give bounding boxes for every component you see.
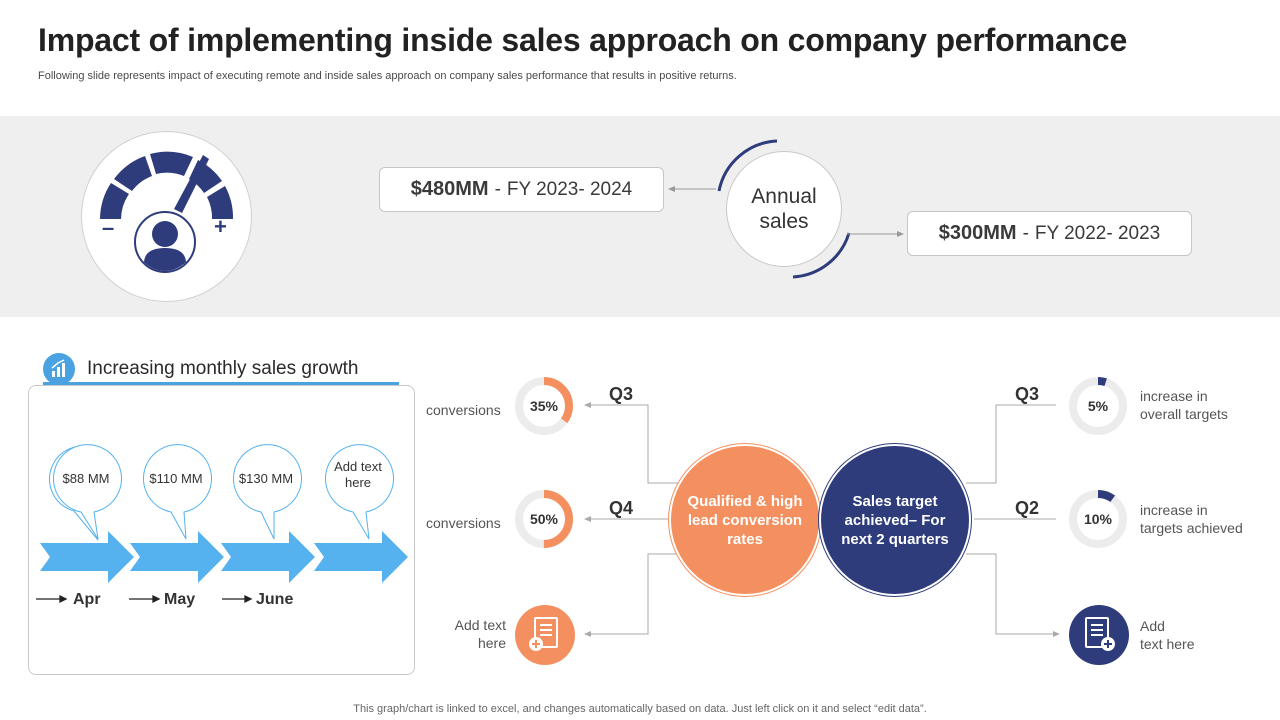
fy-2023-2024-amount: $480MM: [410, 178, 489, 200]
fy-2023-2024-separator: -: [494, 178, 501, 200]
gauge-user-icon: [100, 151, 234, 273]
right-q2-label-line2: targets achieved: [1140, 520, 1243, 536]
annual-sales-circle: Annual sales: [726, 151, 842, 267]
month-arrows: [36, 594, 253, 604]
ring-q3-5pct: [1069, 377, 1127, 435]
fy-2022-2023-box: $300MM - FY 2022- 2023: [907, 211, 1192, 256]
document-add-icon: [515, 605, 575, 665]
page-title: Impact of implementing inside sales appr…: [38, 22, 1128, 58]
bubble-apr-value: $88 MM: [62, 471, 110, 486]
left-q4-label: conversions: [426, 515, 501, 531]
left-add-text: Add text here: [454, 617, 506, 651]
lead-conversion-text: Qualified & high lead conversion rates: [687, 492, 803, 548]
gauge-plus-sign: +: [214, 214, 227, 239]
sales-target-circle: Sales target achieved– For next 2 quarte…: [821, 446, 969, 594]
growth-title: Increasing monthly sales growth: [87, 358, 359, 379]
right-q3-label-line1: increase in: [1140, 388, 1208, 404]
value-bubbles: [53, 444, 394, 540]
ring-q3-35pct: [515, 377, 573, 435]
ring-q2-10pct: [1069, 490, 1127, 548]
right-q3-label-line2: overall targets: [1140, 406, 1228, 422]
month-june: June: [256, 591, 294, 608]
fy-2023-2024-box: $480MM - FY 2023- 2024: [379, 167, 664, 212]
annual-sales-label: Annual sales: [751, 185, 817, 233]
gauge-minus-sign: –: [102, 215, 115, 240]
right-add-text: Add text here: [1140, 617, 1194, 653]
page-subtitle: Following slide represents impact of exe…: [38, 70, 737, 82]
right-q2-label-line1: increase in: [1140, 502, 1208, 518]
fy-2023-2024-year: FY 2023- 2024: [506, 178, 633, 200]
fy-2022-2023-amount: $300MM: [938, 222, 1017, 244]
right-q3-quarter: Q3: [1015, 384, 1040, 404]
fy-2022-2023-separator: -: [1022, 222, 1029, 244]
bubble-june-value: $130 MM: [238, 471, 294, 486]
ring-q4-50pct: [515, 490, 573, 548]
right-q2-label: increase in targets achieved: [1140, 501, 1243, 537]
growth-arrows: [40, 445, 408, 583]
right-add-text-line1: Add: [1140, 618, 1165, 634]
sales-target-text: Sales target achieved– For next 2 quarte…: [841, 492, 949, 548]
right-add-text-line2: text here: [1140, 636, 1195, 652]
ring-q4-value: 50%: [529, 511, 559, 527]
lead-conversion-circle: Qualified & high lead conversion rates: [671, 446, 819, 594]
month-apr: Apr: [73, 591, 101, 608]
annual-sales-connectors: [668, 139, 904, 279]
bubble-may-value: $110 MM: [149, 471, 203, 486]
growth-title-underline: [43, 382, 399, 385]
bubble-add-text: Add text here: [334, 459, 382, 490]
left-q3-quarter: Q3: [609, 384, 634, 404]
month-may: May: [164, 591, 196, 608]
document-add-icon: [1069, 605, 1129, 665]
fy-2022-2023-year: FY 2022- 2023: [1034, 222, 1161, 244]
ring-q3-value: 35%: [529, 398, 559, 414]
left-q3-label: conversions: [426, 402, 501, 418]
right-q3-label: increase in overall targets: [1140, 387, 1228, 423]
left-q4-quarter: Q4: [609, 498, 634, 518]
ring-right-q2-value: 10%: [1083, 511, 1113, 527]
footer-note: This graph/chart is linked to excel, and…: [353, 703, 927, 715]
bar-chart-icon: [43, 353, 75, 385]
ring-right-q3-value: 5%: [1087, 398, 1109, 414]
right-q2-quarter: Q2: [1015, 498, 1040, 518]
diagram-connectors: [584, 402, 1060, 637]
